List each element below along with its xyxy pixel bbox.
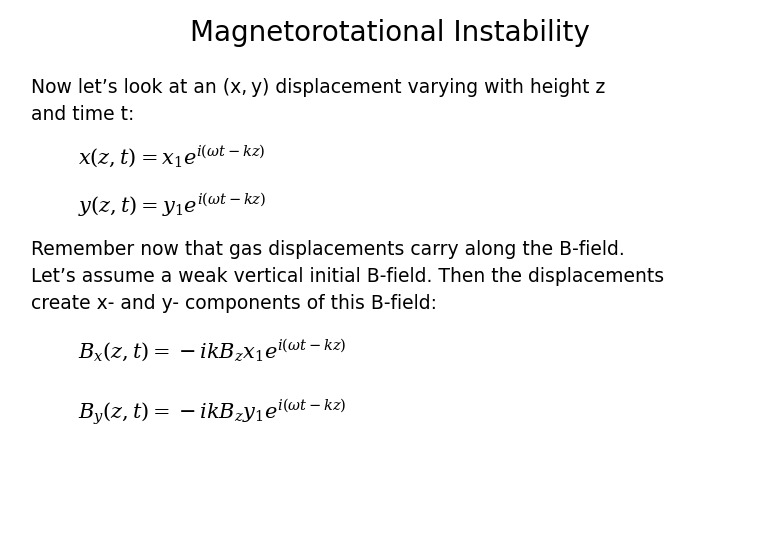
- Text: $B_x(z,t)=-ikB_z x_1 e^{i(\omega t-kz)}$: $B_x(z,t)=-ikB_z x_1 e^{i(\omega t-kz)}$: [78, 338, 346, 363]
- Text: $B_y(z,t)=-ikB_z y_1 e^{i(\omega t-kz)}$: $B_y(z,t)=-ikB_z y_1 e^{i(\omega t-kz)}$: [78, 397, 346, 427]
- Text: Now let’s look at an (x, y) displacement varying with height z: Now let’s look at an (x, y) displacement…: [31, 78, 605, 97]
- Text: Magnetorotational Instability: Magnetorotational Instability: [190, 19, 590, 47]
- Text: $y(z,t)=y_1e^{i(\omega t-kz)}$: $y(z,t)=y_1e^{i(\omega t-kz)}$: [78, 192, 266, 219]
- Text: create x- and y- components of this B-field:: create x- and y- components of this B-fi…: [31, 294, 438, 313]
- Text: Let’s assume a weak vertical initial B-field. Then the displacements: Let’s assume a weak vertical initial B-f…: [31, 267, 665, 286]
- Text: Remember now that gas displacements carry along the B-field.: Remember now that gas displacements carr…: [31, 240, 625, 259]
- Text: $x(z,t)=x_1e^{i(\omega t-kz)}$: $x(z,t)=x_1e^{i(\omega t-kz)}$: [78, 143, 265, 169]
- Text: and time t:: and time t:: [31, 105, 135, 124]
